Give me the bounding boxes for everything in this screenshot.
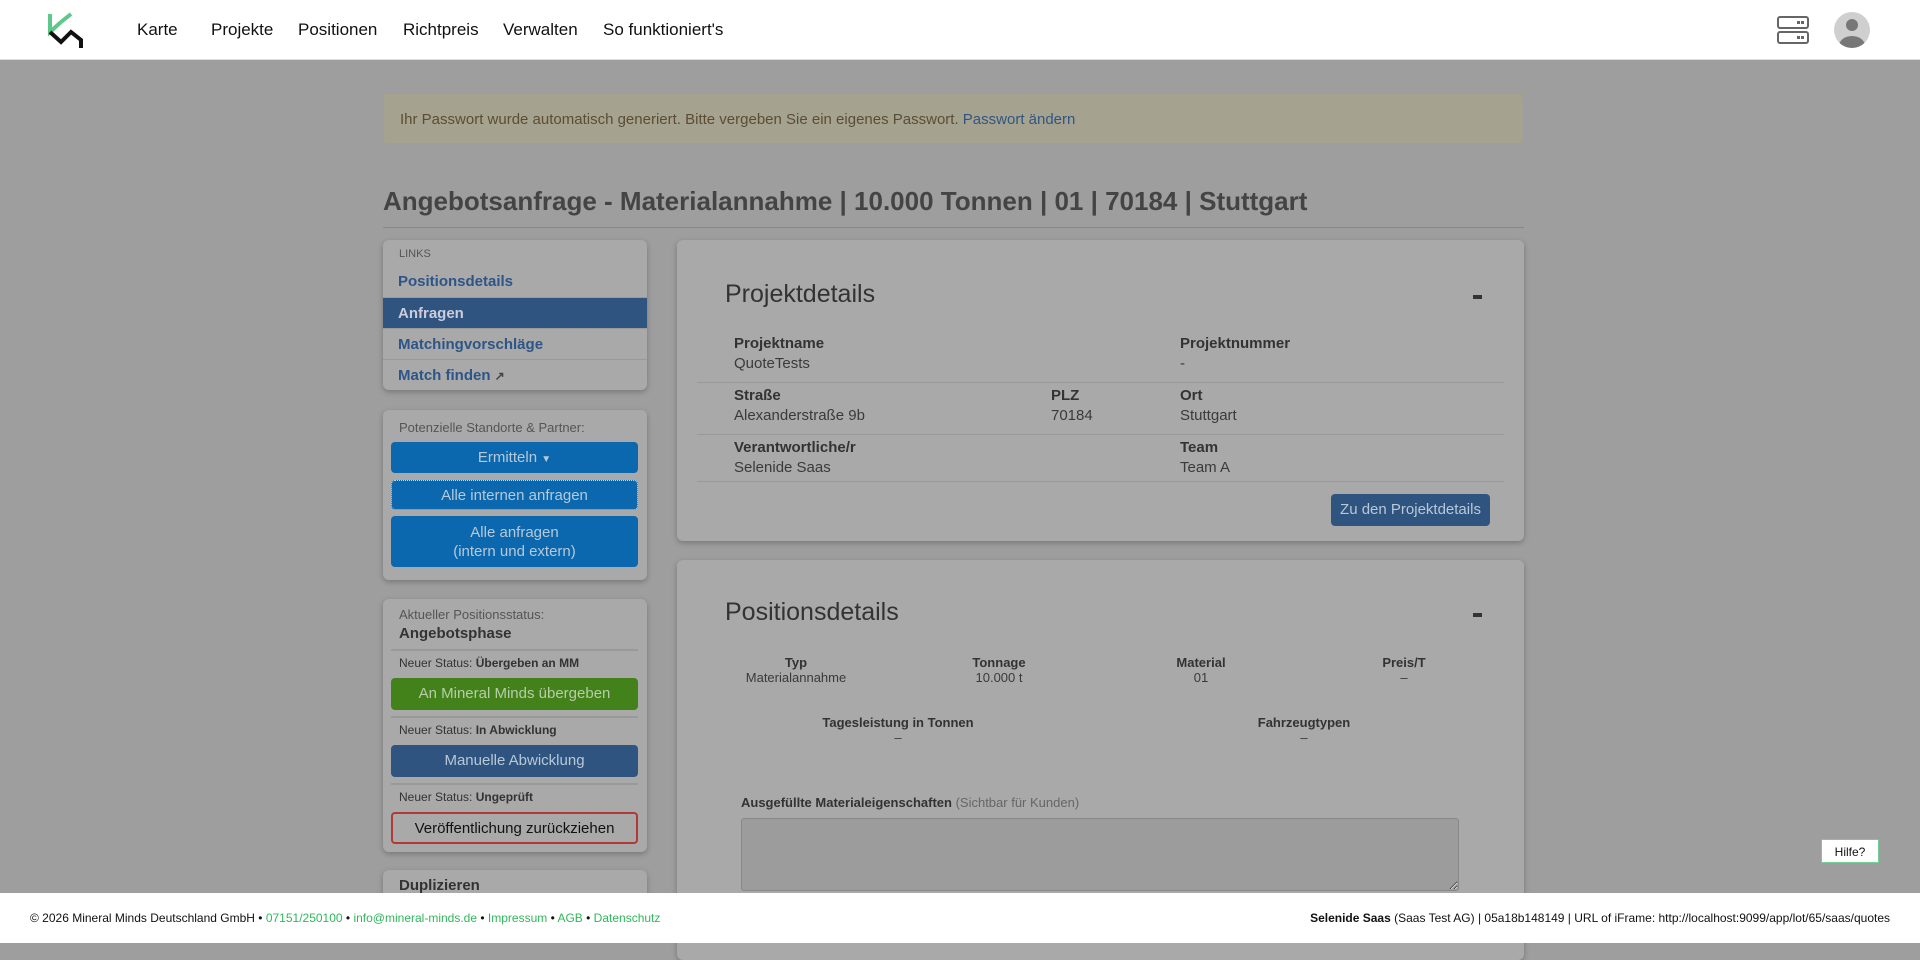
agb-link[interactable]: AGB [557,911,583,925]
help-bubble[interactable]: Hilfe? [1821,839,1879,863]
link-positionsdetails[interactable]: Positionsdetails [398,273,514,290]
datenschutz-link[interactable]: Datenschutz [593,911,661,925]
partners-label: Potenzielle Standorte & Partner: [399,420,585,435]
new-status-1: Neuer Status: Übergeben an MM [399,656,580,670]
ermitteln-label: Ermitteln [477,449,538,466]
page-title: Angebotsanfrage - Materialannahme | 10.0… [383,186,1524,228]
alert-text: Ihr Passwort wurde automatisch generiert… [400,111,959,128]
nav-verwalten[interactable]: Verwalten [503,20,578,39]
link-label: Match finden [398,367,491,384]
material-properties-label: Ausgefüllte Materialeigenschaften (Sicht… [741,795,1080,810]
mineral-minds-logo[interactable] [47,12,83,48]
value-team: Team A [1180,459,1231,476]
collapse-icon[interactable] [1473,295,1482,299]
server-icon[interactable] [1777,16,1809,44]
status-label: Aktueller Positionsstatus: [399,607,545,622]
nav-positionen[interactable]: Positionen [298,20,378,39]
new-status-2: Neuer Status: In Abwicklung [399,723,557,737]
col-preis: Preis/T – [1382,655,1426,685]
divider [697,481,1504,482]
links-header: LINKS [399,248,431,260]
password-alert: Ihr Passwort wurde automatisch generiert… [383,93,1524,144]
ermitteln-dropdown-button[interactable]: Ermitteln ▼ [391,442,638,473]
nav-so-funktionierts[interactable]: So funktioniert's [603,20,724,39]
col-tonnage: Tonnage 10.000 t [972,655,1026,685]
new-status-3: Neuer Status: Ungeprüft [399,790,534,804]
user-icon [1839,19,1865,48]
nav-projekte[interactable]: Projekte [211,20,274,39]
alle-anfragen-line2: (intern und extern) [453,543,576,560]
partners-panel: Potenzielle Standorte & Partner: Ermitte… [383,410,647,580]
label-strasse: Straße [734,387,781,404]
divider [697,434,1504,435]
col-tagesleistung: Tagesleistung in Tonnen – [822,715,974,745]
alle-anfragen-line1: Alle anfragen [470,524,559,541]
collapse-icon[interactable] [1473,613,1482,617]
divider [391,649,638,651]
value-projektname: QuoteTests [734,355,810,372]
col-material: Material 01 [1176,655,1226,685]
label-projektnummer: Projektnummer [1180,335,1291,352]
user-avatar[interactable] [1834,12,1870,48]
label-team: Team [1180,439,1219,456]
veroeffentlichung-zurueckziehen-button[interactable]: Veröffentlichung zurückziehen [391,812,638,844]
zu-den-projektdetails-button[interactable]: Zu den Projektdetails [1331,494,1490,526]
divider [391,783,638,785]
duplicate-title: Duplizieren [399,877,480,894]
session-info: Selenide Saas (Saas Test AG) | 05a18b148… [1310,911,1890,925]
label-verantwortliche: Verantwortliche/r [734,439,856,456]
divider [697,382,1504,383]
phone-link[interactable]: 07151/250100 [265,911,343,925]
impressum-link[interactable]: Impressum [487,911,548,925]
manuelle-abwicklung-button[interactable]: Manuelle Abwicklung [391,745,638,777]
divider [391,716,638,718]
nav-richtpreis[interactable]: Richtpreis [403,20,479,39]
link-match-finden[interactable]: Match finden ↗ [383,359,647,390]
position-heading: Positionsdetails [725,598,899,626]
status-panel: Aktueller Positionsstatus: Angebotsphase… [383,599,647,852]
value-projektnummer: - [1180,355,1185,372]
project-heading: Projektdetails [725,280,876,308]
label-ort: Ort [1180,387,1203,404]
label-projektname: Projektname [734,335,825,352]
link-matchingvorschlaege[interactable]: Matchingvorschläge [383,328,647,359]
alle-anfragen-button[interactable]: Alle anfragen (intern und extern) [391,516,638,567]
current-status: Angebotsphase [399,625,512,642]
external-link-icon: ↗ [494,369,505,383]
col-typ: Typ Materialannahme [745,655,847,685]
alle-internen-anfragen-button[interactable]: Alle internen anfragen [391,480,638,510]
label-plz: PLZ [1051,387,1080,404]
an-mineral-minds-uebergeben-button[interactable]: An Mineral Minds übergeben [391,678,638,710]
caret-down-icon: ▼ [541,454,552,465]
project-details-card: Projektdetails Projektname QuoteTests Pr… [677,240,1524,541]
top-navbar: Karte Projekte Positionen Richtpreis Ver… [0,0,1920,60]
change-password-link[interactable]: Passwort ändern [962,111,1076,128]
value-plz: 70184 [1051,407,1093,424]
copyright: © 2026 Mineral Minds Deutschland GmbH • [30,911,263,925]
footer: © 2026 Mineral Minds Deutschland GmbH • … [0,893,1920,943]
value-verantwortliche: Selenide Saas [734,459,831,476]
link-anfragen[interactable]: Anfragen [383,297,647,328]
value-ort: Stuttgart [1180,407,1237,424]
value-strasse: Alexanderstraße 9b [734,407,865,424]
material-properties-textarea[interactable] [741,818,1459,891]
nav-karte[interactable]: Karte [137,20,178,39]
links-panel: LINKS Positionsdetails Anfragen Matching… [383,240,647,390]
col-fahrzeugtypen: Fahrzeugtypen – [1257,715,1351,745]
email-link[interactable]: info@mineral-minds.de [353,911,478,925]
